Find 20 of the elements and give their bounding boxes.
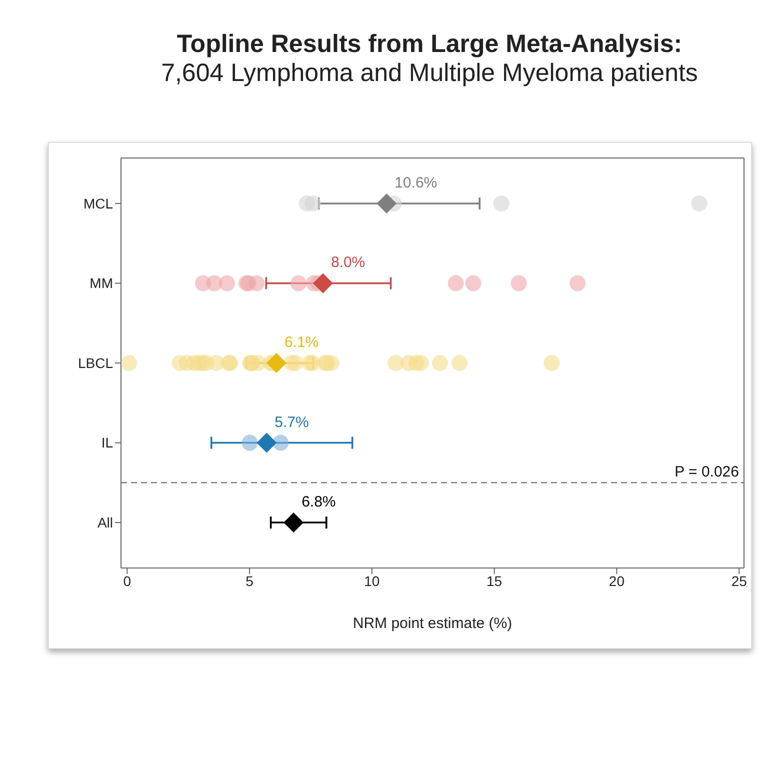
- y-tick-label: LBCL: [78, 354, 114, 371]
- x-tick-label: 25: [731, 572, 748, 589]
- annotation: P = 0.026: [674, 463, 739, 480]
- x-axis-title: NRM point estimate (%): [352, 615, 512, 632]
- data-label: 8.0%: [330, 254, 366, 272]
- data-label: 6.1%: [284, 334, 319, 351]
- y-tick-label: IL: [101, 434, 114, 451]
- y-tick-label: MCL: [83, 195, 114, 212]
- y-tick-label: All: [97, 514, 113, 531]
- x-tick-label: 15: [486, 572, 502, 589]
- data-label: 5.7%: [274, 414, 309, 431]
- x-tick-label: 0: [123, 572, 132, 589]
- x-tick-label: 10: [364, 572, 380, 589]
- x-tick-label: 5: [246, 572, 254, 589]
- chart-title: Topline Results from Large Meta-Analysis:: [176, 30, 684, 59]
- y-tick-label: MM: [90, 275, 113, 292]
- x-tick-label: 20: [608, 572, 625, 589]
- data-label: 10.6%: [394, 174, 438, 192]
- chart-subtitle: 7,604 Lymphoma and Multiple Myeloma patients: [160, 59, 699, 88]
- data-label: 6.8%: [302, 494, 336, 511]
